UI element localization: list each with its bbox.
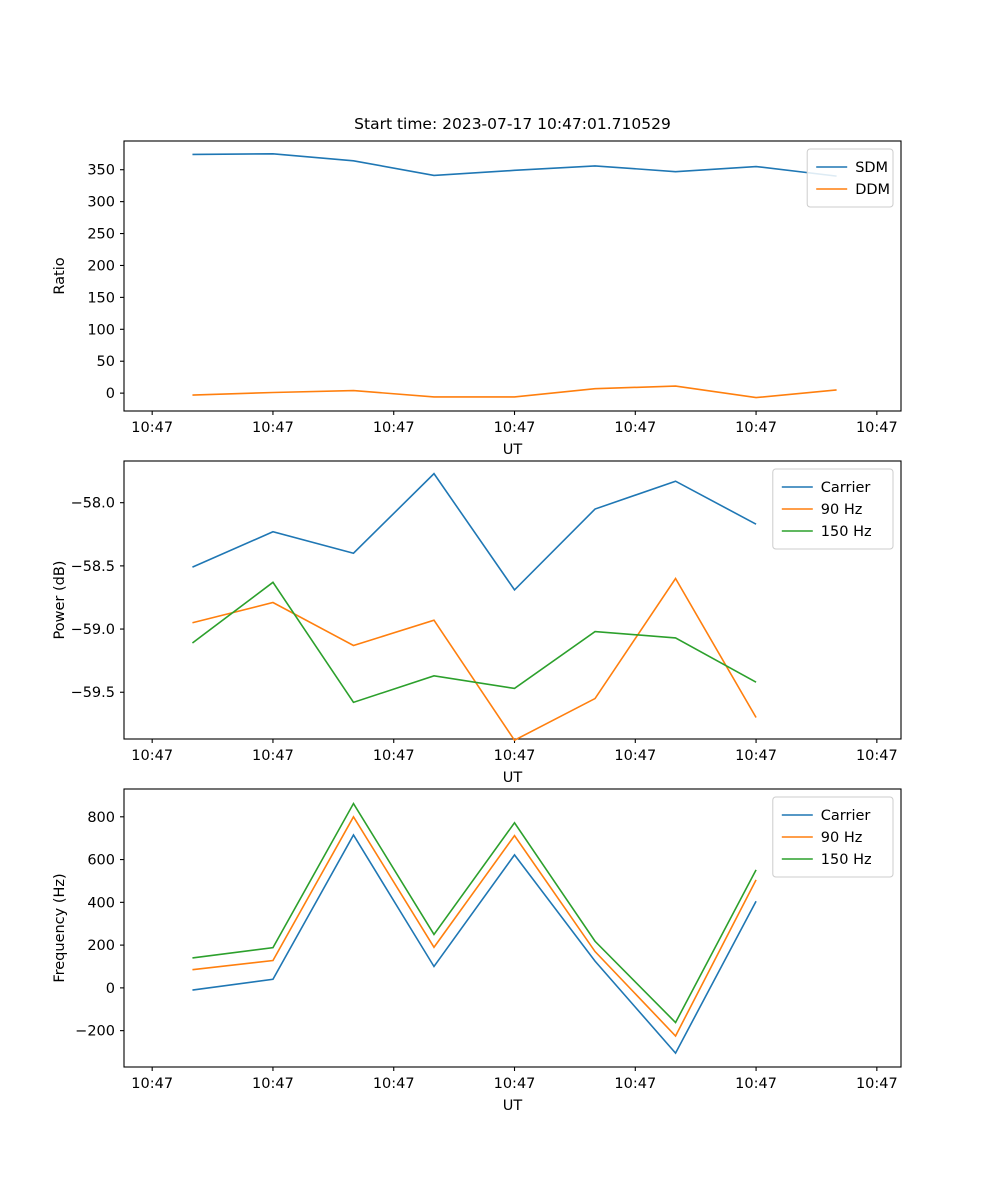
axes-power-plot: 10:47 10:47 10:47 10:47 10:47 10:47 10:47 UT −58… xyxy=(52,460,902,786)
y-tick-label: −58.0 xyxy=(71,496,115,512)
x-tick-label: 10:47 xyxy=(494,420,536,436)
y-tick-label: −200 xyxy=(75,1024,115,1040)
x-axis-label-ratio-plot: UT xyxy=(503,442,523,458)
figure-title: Start time: 2023-07-17 10:47:01.710529 xyxy=(354,115,671,133)
series-line-150-hz xyxy=(191,581,757,704)
x-tick-label: 10:47 xyxy=(735,748,777,764)
y-tick-label: 200 xyxy=(87,938,115,954)
legend-frequency-plot: Carrier 90 Hz 150 Hz xyxy=(772,796,894,878)
y-axis-power-plot: −58.0 −58.5 −59.0 −59.5 Power (dB) xyxy=(52,496,124,701)
x-tick-label: 10:47 xyxy=(614,748,656,764)
legend-label-ddm: DDM xyxy=(855,182,890,198)
x-tick-label: 10:47 xyxy=(252,1076,294,1092)
x-tick-label: 10:47 xyxy=(131,420,173,436)
y-tick-label: 100 xyxy=(87,322,115,338)
x-axis-label-frequency-plot: UT xyxy=(503,1098,523,1114)
y-axis-ratio-plot: 0 50 100 150 200 250 300 350 Ratio xyxy=(52,163,124,402)
y-tick-label: −58.5 xyxy=(71,559,115,575)
x-tick-label: 10:47 xyxy=(373,748,415,764)
y-axis-label-ratio-plot: Ratio xyxy=(52,257,68,294)
legend-label-carrier: Carrier xyxy=(821,480,871,496)
y-tick-label: 0 xyxy=(106,386,115,402)
y-tick-label: 0 xyxy=(106,981,115,997)
y-axis-label-power-plot: Power (dB) xyxy=(52,561,68,640)
axes-spines-ratio-plot xyxy=(123,140,902,412)
x-tick-label: 10:47 xyxy=(373,420,415,436)
x-tick-label: 10:47 xyxy=(735,1076,777,1092)
x-tick-label: 10:47 xyxy=(494,748,536,764)
series-line-ddm xyxy=(192,385,837,399)
x-tick-label: 10:47 xyxy=(373,1076,415,1092)
y-tick-label: 300 xyxy=(87,195,115,211)
legend-background xyxy=(772,468,894,550)
legend-background xyxy=(772,796,894,878)
x-axis-label-power-plot: UT xyxy=(503,770,523,786)
x-tick-label: 10:47 xyxy=(131,748,173,764)
legend-label-150-hz: 150 Hz xyxy=(821,852,872,868)
axes-spines-frequency-plot xyxy=(123,788,902,1068)
y-axis-label-frequency-plot: Frequency (Hz) xyxy=(52,873,68,982)
y-tick-label: 400 xyxy=(87,895,115,911)
data-lines-ratio-plot xyxy=(192,152,837,399)
x-tick-label: 10:47 xyxy=(735,420,777,436)
y-tick-label: 150 xyxy=(87,290,115,306)
x-axis-power-plot: 10:47 10:47 10:47 10:47 10:47 10:47 10:47 UT xyxy=(131,739,898,786)
x-tick-label: 10:47 xyxy=(856,1076,898,1092)
y-tick-label: −59.5 xyxy=(71,685,115,701)
x-tick-label: 10:47 xyxy=(856,420,898,436)
x-tick-label: 10:47 xyxy=(856,748,898,764)
y-tick-label: 50 xyxy=(97,354,115,370)
data-lines-frequency-plot xyxy=(192,801,757,1055)
y-tick-label: −59.0 xyxy=(71,622,115,638)
series-line-sdm xyxy=(192,152,837,177)
legend-label-sdm: SDM xyxy=(855,160,888,176)
x-tick-label: 10:47 xyxy=(252,748,294,764)
data-lines-power-plot xyxy=(191,472,757,742)
y-tick-label: 600 xyxy=(87,853,115,869)
axes-ratio-plot: 10:47 10:47 10:47 10:47 10:47 10:47 10:47 UT 0 50… xyxy=(52,115,902,458)
x-tick-label: 10:47 xyxy=(131,1076,173,1092)
x-tick-label: 10:47 xyxy=(494,1076,536,1092)
x-tick-label: 10:47 xyxy=(614,1076,656,1092)
series-line-carrier xyxy=(192,472,757,592)
series-line-carrier xyxy=(192,833,757,1055)
y-tick-label: 350 xyxy=(87,163,115,179)
series-line-150-hz xyxy=(192,801,757,1024)
y-tick-label: 800 xyxy=(87,810,115,826)
legend-power-plot: Carrier 90 Hz 150 Hz xyxy=(772,468,894,550)
legend-label-90-hz: 90 Hz xyxy=(821,502,863,518)
x-axis-ratio-plot: 10:47 10:47 10:47 10:47 10:47 10:47 10:47 UT xyxy=(131,411,898,458)
x-tick-label: 10:47 xyxy=(252,420,294,436)
x-axis-frequency-plot: 10:47 10:47 10:47 10:47 10:47 10:47 10:47 UT xyxy=(131,1067,898,1114)
legend-ratio-plot: SDM DDM xyxy=(806,148,894,208)
legend-label-carrier: Carrier xyxy=(821,808,871,824)
y-tick-label: 250 xyxy=(87,227,115,243)
axes-spines-power-plot xyxy=(123,460,902,740)
y-tick-label: 200 xyxy=(87,258,115,274)
legend-label-90-hz: 90 Hz xyxy=(821,830,863,846)
axes-frequency-plot: 10:47 10:47 10:47 10:47 10:47 10:47 10:47 UT −20… xyxy=(52,788,902,1114)
y-axis-frequency-plot: −200 0 200 400 600 800 Frequency (Hz) xyxy=(52,810,124,1040)
series-line-90-hz xyxy=(192,815,757,1038)
legend-background xyxy=(806,148,894,208)
legend-label-150-hz: 150 Hz xyxy=(821,524,872,540)
series-line-90-hz xyxy=(192,577,757,742)
x-tick-label: 10:47 xyxy=(614,420,656,436)
